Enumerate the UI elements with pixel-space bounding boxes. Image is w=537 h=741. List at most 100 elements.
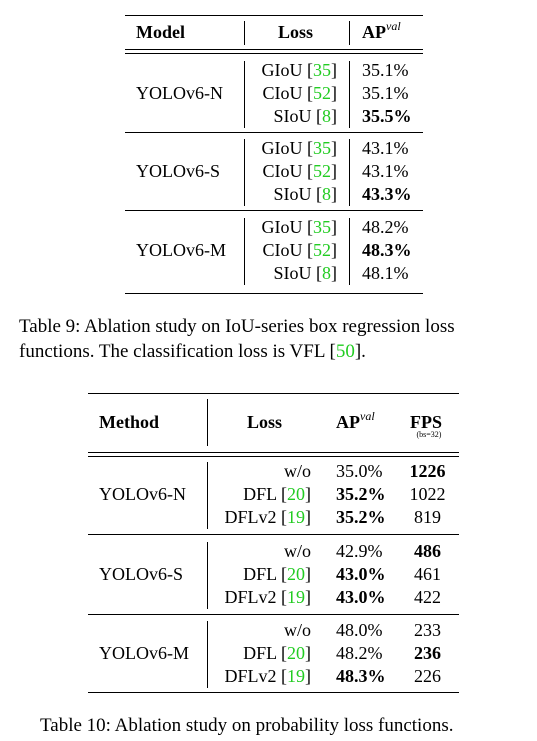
ap-value: 48.2%	[336, 643, 383, 663]
citation-link[interactable]: 50	[335, 341, 355, 362]
ap-value: 48.1%	[362, 263, 409, 283]
loss-name: DFLv2	[224, 507, 277, 527]
loss-cell: w/o	[201, 540, 311, 562]
citation-link[interactable]: 52	[313, 161, 331, 181]
fps-value: 819	[414, 507, 441, 527]
group-rule	[88, 614, 459, 615]
ap-value: 35.1%	[362, 60, 409, 80]
loss-name: CIoU	[262, 161, 303, 181]
loss-name: DFLv2	[224, 587, 277, 607]
citation-link[interactable]: 35	[313, 217, 331, 237]
loss-name: GIoU	[261, 60, 303, 80]
table10-header-rule-2	[88, 456, 459, 457]
table9-header-divider-2	[349, 21, 350, 45]
fps-value: 233	[414, 620, 441, 640]
group-rule	[125, 132, 423, 133]
ap-value: 43.0%	[336, 587, 386, 607]
model-name: YOLOv6-M	[136, 240, 226, 260]
loss-cell: GIoU [35]	[261, 60, 338, 80]
ap-value: 48.2%	[362, 217, 409, 237]
ap-value: 43.1%	[362, 161, 409, 181]
loss-cell: SIoU [8]	[273, 106, 337, 126]
column-divider	[349, 61, 350, 128]
table10-header-method: Method	[99, 412, 159, 432]
column-divider	[349, 139, 350, 206]
table9-header-ap: APval	[362, 19, 401, 42]
loss-cell: CIoU [52]	[262, 161, 338, 181]
loss-name: DFL	[243, 564, 277, 584]
table10-header-loss: Loss	[247, 412, 283, 432]
table9-header-rule-1	[125, 49, 423, 50]
citation-link[interactable]: 8	[322, 184, 331, 204]
table9-header-rule-2	[125, 53, 423, 54]
citation-link[interactable]: 20	[287, 643, 305, 663]
ap-value: 35.2%	[336, 507, 386, 527]
citation-link[interactable]: 35	[313, 138, 331, 158]
loss-name: w/o	[284, 541, 311, 561]
ap-value: 35.0%	[336, 461, 383, 481]
citation-link[interactable]: 20	[287, 484, 305, 504]
ap-value: 43.0%	[336, 564, 386, 584]
model-name: YOLOv6-S	[136, 161, 220, 181]
loss-name: GIoU	[261, 217, 303, 237]
ap-value: 48.3%	[362, 240, 412, 260]
loss-cell: SIoU [8]	[273, 184, 337, 204]
loss-name: GIoU	[261, 138, 303, 158]
citation-link[interactable]: 52	[313, 240, 331, 260]
table10-bottom-rule	[88, 692, 459, 693]
loss-name: CIoU	[262, 83, 303, 103]
loss-cell: DFL [20]	[243, 643, 311, 663]
loss-cell: w/o	[201, 460, 311, 482]
loss-cell: w/o	[201, 619, 311, 641]
loss-name: DFL	[243, 484, 277, 504]
loss-cell: DFLv2 [19]	[224, 507, 311, 527]
table10-top-rule	[88, 393, 459, 394]
ap-value: 35.1%	[362, 83, 409, 103]
loss-cell: GIoU [35]	[261, 217, 338, 237]
fps-value: 226	[414, 666, 441, 686]
table9-header-divider-1	[244, 21, 245, 45]
loss-cell: DFLv2 [19]	[224, 587, 311, 607]
fps-value: 461	[414, 564, 441, 584]
loss-cell: GIoU [35]	[261, 138, 338, 158]
method-name: YOLOv6-S	[99, 564, 183, 584]
ap-value: 42.9%	[336, 541, 383, 561]
table10-header-fps: FPS	[410, 412, 443, 432]
loss-name: SIoU	[273, 106, 312, 126]
loss-cell: CIoU [52]	[262, 83, 338, 103]
citation-link[interactable]: 19	[287, 666, 305, 686]
citation-link[interactable]: 52	[313, 83, 331, 103]
model-name: YOLOv6-N	[136, 83, 223, 103]
column-divider	[244, 139, 245, 206]
loss-name: w/o	[284, 461, 311, 481]
column-divider	[207, 542, 208, 609]
ap-value: 35.5%	[362, 106, 412, 126]
loss-cell: CIoU [52]	[262, 240, 338, 260]
table9-top-rule	[125, 15, 423, 16]
loss-cell: DFL [20]	[243, 484, 311, 504]
column-divider	[207, 462, 208, 529]
table10-header-divider	[207, 399, 208, 446]
citation-link[interactable]: 8	[322, 263, 331, 283]
table10-header-fps-note: (bs=32)	[416, 430, 442, 439]
fps-value: 236	[414, 643, 441, 663]
loss-name: w/o	[284, 620, 311, 640]
citation-link[interactable]: 8	[322, 106, 331, 126]
loss-name: CIoU	[262, 240, 303, 260]
citation-link[interactable]: 19	[287, 587, 305, 607]
ap-value: 35.2%	[336, 484, 386, 504]
table10-caption: Table 10: Ablation study on probability …	[40, 715, 454, 736]
loss-name: DFL	[243, 643, 277, 663]
column-divider	[244, 218, 245, 285]
loss-cell: SIoU [8]	[273, 263, 337, 283]
column-divider	[349, 218, 350, 285]
fps-value: 422	[414, 587, 441, 607]
citation-link[interactable]: 19	[287, 507, 305, 527]
loss-name: SIoU	[273, 263, 312, 283]
table9-bottom-rule	[125, 293, 423, 294]
table9-header-loss: Loss	[278, 22, 314, 42]
column-divider	[207, 621, 208, 688]
citation-link[interactable]: 35	[313, 60, 331, 80]
citation-link[interactable]: 20	[287, 564, 305, 584]
fps-value: 486	[414, 541, 441, 561]
